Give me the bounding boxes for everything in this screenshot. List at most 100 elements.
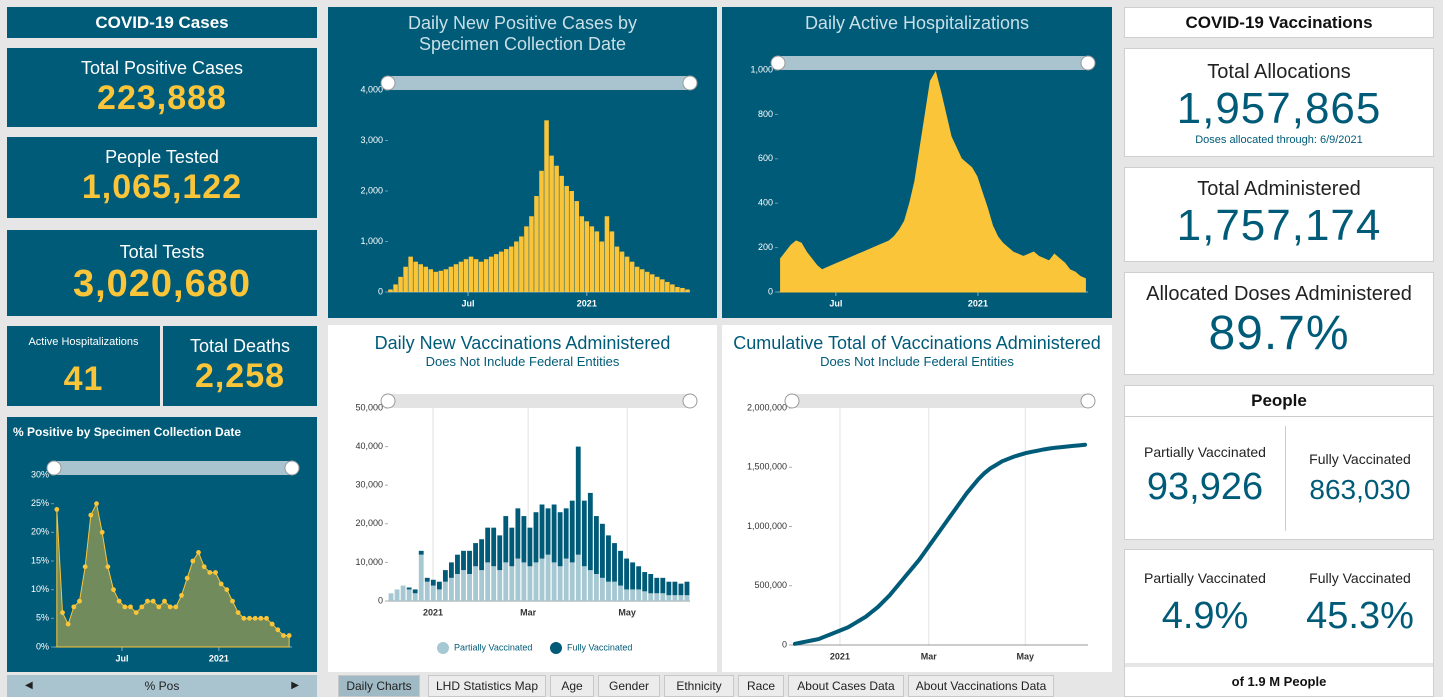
bar <box>670 284 675 292</box>
bar <box>478 261 484 292</box>
kpi-tile: People Tested 1,065,122 <box>7 137 317 218</box>
bar <box>609 231 615 292</box>
legend-swatch <box>437 642 449 654</box>
bar <box>491 527 497 567</box>
marker <box>213 570 218 575</box>
y-tick-label: 10,000 <box>355 557 383 567</box>
bar <box>649 274 655 292</box>
scroll-bar[interactable]: ◀ % Pos ▶ <box>7 675 317 697</box>
marker <box>196 550 201 555</box>
bar <box>563 508 569 559</box>
marker <box>145 598 150 604</box>
bar <box>436 581 442 590</box>
bar <box>509 246 514 292</box>
tab[interactable]: Ethnicity <box>664 675 734 697</box>
tab[interactable]: About Vaccinations Data <box>908 675 1054 697</box>
kpi-value: 2,258 <box>194 357 286 395</box>
bar <box>636 589 642 601</box>
kpi-label: Active Hospitalizations <box>28 336 139 348</box>
people-header: People <box>1125 386 1433 417</box>
bar <box>551 504 557 563</box>
chart-tile: Daily Active Hospitalizations 0 200 400 600… <box>722 7 1112 318</box>
bar <box>551 562 557 601</box>
bar <box>589 226 595 292</box>
y-tick-label: 2,000,000 <box>747 402 787 412</box>
x-tick-label: 2021 <box>209 653 229 663</box>
bar <box>639 269 645 292</box>
bar <box>509 527 515 567</box>
bar <box>473 566 478 601</box>
kpi-label: Partially Vaccinated <box>1144 570 1266 586</box>
bar <box>599 241 605 292</box>
bar <box>539 504 545 559</box>
bar <box>579 216 585 292</box>
bar <box>557 512 563 567</box>
marker <box>150 598 156 604</box>
marker <box>99 529 105 535</box>
bar <box>473 259 479 292</box>
bar <box>685 289 690 292</box>
bar <box>618 585 623 601</box>
vacc-header: COVID-19 Vaccinations <box>1124 7 1434 38</box>
bar <box>424 577 430 582</box>
scroll-label: % Pos <box>144 679 180 693</box>
scroll-right[interactable]: ▶ <box>291 680 299 691</box>
marker <box>133 610 139 615</box>
chart-tile: Cumulative Total of Vaccinations Adminis… <box>722 325 1112 672</box>
bar <box>412 593 418 601</box>
tab[interactable]: LHD Statistics Map <box>428 675 546 697</box>
marker <box>82 564 88 570</box>
marker <box>111 587 116 593</box>
tab[interactable]: About Cases Data <box>788 675 904 697</box>
bar <box>488 256 494 292</box>
bar <box>467 573 472 601</box>
bar <box>403 266 408 292</box>
y-tick-label: 20,000 <box>355 518 383 528</box>
marker <box>252 615 258 621</box>
bar <box>680 287 685 292</box>
kpi-value: 45.3% <box>1306 595 1414 637</box>
marker <box>156 604 162 610</box>
y-tick-label: 5% <box>36 613 49 623</box>
marker <box>235 610 241 615</box>
bar <box>665 281 670 292</box>
bar <box>648 593 654 601</box>
tab[interactable]: Age <box>550 675 594 697</box>
slider-handle <box>1080 55 1096 71</box>
x-tick-label: Jul <box>462 298 475 308</box>
bar <box>527 527 533 567</box>
bar <box>612 581 617 601</box>
divider <box>1285 426 1286 531</box>
tab[interactable]: Gender <box>598 675 660 697</box>
bar <box>455 573 460 601</box>
y-tick-label: 10% <box>31 584 49 594</box>
range-slider <box>388 394 690 408</box>
kpi-value: 1,757,174 <box>1176 201 1382 250</box>
chart: 0 1,000 2,000 3,000 4,000 Jul 2021 <box>360 75 698 308</box>
bar <box>654 577 660 594</box>
marker <box>128 604 133 610</box>
y-tick-label: 0 <box>782 639 787 649</box>
y-tick-label: 200 <box>758 242 773 252</box>
bar <box>533 562 539 601</box>
chart-title: % Positive by Specimen Collection Date <box>13 425 242 439</box>
kpi-tile: Total Deaths 2,258 <box>163 326 317 406</box>
tab[interactable]: Race <box>738 675 784 697</box>
kpi-value: 863,030 <box>1309 474 1411 505</box>
tab[interactable]: Daily Charts <box>338 675 420 697</box>
bar <box>559 175 564 292</box>
bar <box>563 558 569 601</box>
bar <box>503 516 509 563</box>
chart: 0 200 400 600 800 1,000 Jul 2021 <box>750 55 1096 308</box>
bar <box>485 527 491 563</box>
chart-tile: Daily New Vaccinations Administered Does… <box>328 325 717 672</box>
bar <box>398 276 403 292</box>
chart-subtitle: Does Not Include Federal Entities <box>820 354 1014 369</box>
kpi-label: Fully Vaccinated <box>1309 570 1411 586</box>
bar <box>443 269 449 292</box>
scroll-left[interactable]: ◀ <box>25 680 33 691</box>
y-tick-label: 4,000 <box>360 84 383 94</box>
x-tick-label: May <box>618 607 636 617</box>
bar <box>418 550 424 555</box>
marker <box>94 501 99 507</box>
